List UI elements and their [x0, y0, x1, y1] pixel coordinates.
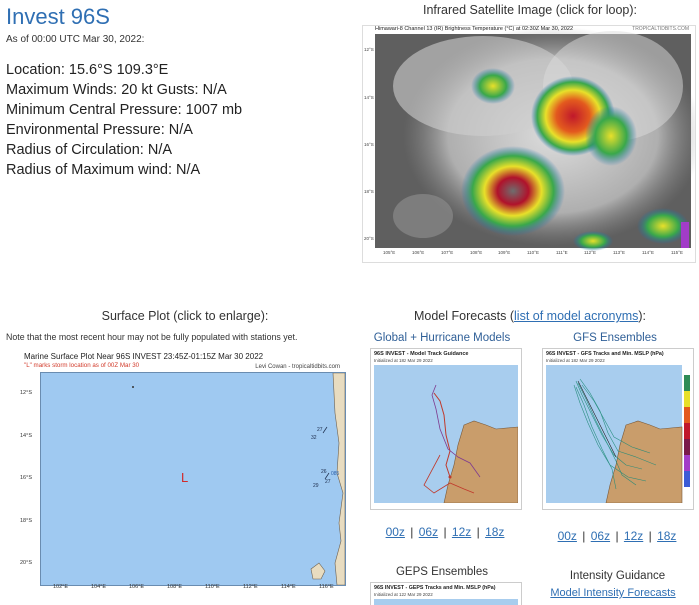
gfs-run-06z-link[interactable]: 06z: [590, 529, 611, 543]
radius-circulation-text: Radius of Circulation: N/A: [6, 142, 173, 158]
surface-lat-tick-label: 16°S: [20, 475, 32, 481]
global-run-00z-link[interactable]: 00z: [385, 525, 405, 539]
gfs-run-00z-link[interactable]: 00z: [557, 529, 577, 543]
global-models-title: Global + Hurricane Models: [373, 332, 511, 344]
satellite-lon-tick-label: 106°E: [412, 250, 425, 255]
pressure-text: Minimum Central Pressure: 1007 mb: [6, 102, 243, 118]
surface-lon-tick-label: 102°E: [53, 584, 69, 590]
satellite-lat-tick-label: 12°S: [364, 47, 374, 52]
global-run-sep: |: [443, 525, 447, 539]
satellite-lat-tick-label: 18°S: [364, 189, 374, 194]
geps-chart-subtitle: Initialized at 12z Mar 29 2022: [374, 592, 433, 597]
surface-lon-tick-label: 114°E: [281, 584, 296, 590]
satellite-lon-tick-label: 105°E: [383, 250, 396, 255]
env-pressure-text: Environmental Pressure: N/A: [6, 122, 193, 138]
geps-ensemble-image[interactable]: 96S INVEST - GEPS Tracks and Min. MSLP (…: [370, 582, 522, 605]
radius-max-wind-text: Radius of Maximum wind: N/A: [6, 162, 201, 178]
intensity-guidance-title: Intensity Guidance: [569, 570, 666, 582]
satellite-lon-tick-label: 114°E: [642, 250, 654, 255]
gfs-run-sep: |: [582, 529, 586, 543]
global-run-18z-link[interactable]: 18z: [485, 525, 505, 539]
svg-text:085: 085: [331, 471, 340, 477]
geps-chart-title: 96S INVEST - GEPS Tracks and Min. MSLP (…: [374, 585, 496, 591]
winds-text: Maximum Winds: 20 kt Gusts: N/A: [6, 82, 227, 98]
satellite-lon-tick-label: 107°E: [441, 250, 454, 255]
geps-map-strip: [374, 599, 518, 605]
svg-text:27: 27: [317, 427, 323, 433]
surface-lon-tick-label: 104°E: [91, 584, 107, 590]
satellite-lon-tick-label: 111°E: [556, 250, 568, 255]
surface-lat-tick-label: 18°S: [20, 518, 32, 524]
surface-note: Note that the most recent hour may not b…: [6, 332, 298, 342]
gfs-run-links: 00z | 06z | 12z | 18z: [542, 529, 692, 543]
global-model-track-image[interactable]: 96S INVEST - Model Track Guidance Initia…: [370, 348, 522, 510]
satellite-credit: TROPICALTIDBITS.COM: [632, 26, 689, 32]
svg-text:26: 26: [321, 469, 327, 475]
gfs-run-sep: |: [615, 529, 619, 543]
location-text: Location: 15.6°S 109.3°E: [6, 62, 169, 78]
gfs-ensemble-image[interactable]: 96S INVEST - GFS Tracks and Min. MSLP (h…: [542, 348, 694, 510]
gfs-ensembles-title: GFS Ensembles: [573, 332, 657, 344]
surface-lon-tick-label: 106°E: [129, 584, 145, 590]
as-of-timestamp: As of 00:00 UTC Mar 30, 2022:: [6, 34, 145, 45]
gfs-run-12z-link[interactable]: 12z: [623, 529, 644, 543]
global-chart-title: 96S INVEST - Model Track Guidance: [374, 351, 469, 357]
satellite-caption: Himawari-8 Channel 13 (IR) Brightness Te…: [375, 26, 574, 32]
geps-ensembles-title: GEPS Ensembles: [395, 566, 489, 578]
global-run-sep: |: [410, 525, 414, 539]
surface-lat-tick-label: 12°S: [20, 390, 32, 396]
gfs-run-sep: |: [648, 529, 652, 543]
satellite-lon-tick-label: 115°E: [671, 250, 683, 255]
surface-heading: Surface Plot (click to enlarge):: [101, 309, 269, 323]
satellite-lon-tick-label: 112°E: [584, 250, 596, 255]
surface-map: 27 32 26 27 29 085 L: [40, 372, 346, 586]
surface-plot-subtitle: "L" marks storm location as of 00Z Mar 3…: [24, 362, 140, 369]
svg-text:29: 29: [313, 483, 319, 489]
svg-text:32: 32: [311, 435, 317, 441]
surface-lat-tick-label: 20°S: [20, 560, 32, 566]
satellite-lon-tick-label: 109°E: [498, 250, 511, 255]
surface-lon-tick-label: 116°E: [319, 584, 334, 590]
satellite-lon-axis: 105°E 106°E 107°E 108°E 109°E 110°E 111°E 112°E…: [375, 250, 691, 260]
satellite-lon-tick-label: 108°E: [470, 250, 483, 255]
satellite-lon-tick-label: 110°E: [527, 250, 539, 255]
global-run-06z-link[interactable]: 06z: [418, 525, 439, 539]
surface-plot-image[interactable]: Marine Surface Plot Near 96S INVEST 23:4…: [20, 348, 346, 590]
satellite-lat-axis: 12°S 14°S 16°S 18°S 20°S: [364, 26, 376, 262]
satellite-lat-tick-label: 20°S: [364, 236, 374, 241]
global-run-sep: |: [476, 525, 480, 539]
satellite-lat-tick-label: 16°S: [364, 142, 374, 147]
global-run-links: 00z | 06z | 12z | 18z: [370, 525, 520, 539]
model-forecasts-heading: Model Forecasts (list of model acronyms)…: [380, 309, 680, 323]
surface-lon-tick-label: 112°E: [243, 584, 258, 590]
satellite-lat-tick-label: 14°S: [364, 95, 374, 100]
surface-lon-tick-label: 110°E: [205, 584, 220, 590]
surface-lat-axis: 12°S 14°S 16°S 18°S 20°S: [20, 372, 40, 584]
surface-lat-tick-label: 14°S: [20, 433, 32, 439]
global-chart-subtitle: Initialized at 18z Mar 29 2022: [374, 358, 433, 363]
model-acronyms-link[interactable]: list of model acronyms: [514, 309, 639, 323]
satellite-heading: Infrared Satellite Image (click for loop…: [423, 3, 637, 17]
svg-text:27: 27: [325, 479, 331, 485]
gfs-run-18z-link[interactable]: 18z: [657, 529, 677, 543]
surface-plot-title: Marine Surface Plot Near 96S INVEST 23:4…: [24, 352, 264, 361]
surface-plot-credit: Levi Cowan - tropicaltidbits.com: [255, 364, 340, 370]
gfs-chart-subtitle: Initialized at 18z Mar 29 2022: [546, 358, 605, 363]
model-forecasts-suffix: ):: [638, 309, 647, 323]
global-run-12z-link[interactable]: 12z: [451, 525, 472, 539]
satellite-lon-tick-label: 113°E: [613, 250, 625, 255]
storm-location-marker: L: [181, 470, 189, 485]
storm-info: Location: 15.6°S 109.3°E Maximum Winds: …: [6, 60, 242, 180]
model-forecasts-prefix: Model Forecasts (: [413, 309, 515, 323]
model-intensity-forecasts-link[interactable]: Model Intensity Forecasts: [550, 587, 676, 599]
intensity-forecasts-container: Model Intensity Forecasts: [532, 587, 694, 599]
page-title: Invest 96S: [6, 4, 110, 29]
surface-lon-tick-label: 108°E: [167, 584, 183, 590]
gfs-chart-title: 96S INVEST - GFS Tracks and Min. MSLP (h…: [546, 351, 664, 357]
surface-lon-axis: 102°E 104°E 106°E 108°E 110°E 112°E 114°E 116°E: [40, 584, 344, 592]
infrared-satellite-image[interactable]: Himawari-8 Channel 13 (IR) Brightness Te…: [362, 25, 699, 263]
